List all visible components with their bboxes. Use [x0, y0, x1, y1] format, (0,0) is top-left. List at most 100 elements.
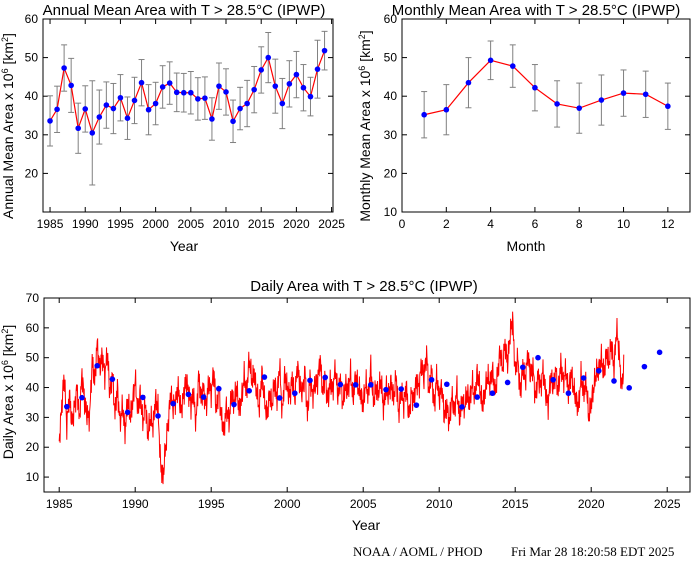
annual-data-point	[307, 93, 314, 100]
daily-annual-mean-point	[489, 390, 496, 397]
annual-ytick-label: 30	[25, 128, 39, 142]
monthly-series-line	[424, 59, 669, 116]
daily-annual-mean-point	[611, 378, 617, 384]
annual-xtick-label: 1995	[107, 217, 134, 231]
daily-annual-mean-point	[383, 386, 389, 393]
daily-chart-title: Daily Area with T > 28.5°C (IPWP)	[250, 278, 478, 295]
annual-data-point	[89, 130, 96, 136]
monthly-xtick-label: 2	[443, 217, 450, 231]
daily-annual-mean-point	[459, 404, 465, 410]
daily-annual-mean-point	[398, 386, 405, 392]
annual-data-point	[138, 79, 145, 86]
daily-ytick-label: 30	[26, 410, 40, 424]
daily-ytick-label: 60	[26, 321, 40, 335]
annual-data-point	[209, 116, 215, 122]
annual-plot-frame	[42, 18, 334, 213]
annual-chart: Annual Mean Area with T > 28.5°C (IPWP) …	[0, 2, 345, 254]
monthly-chart-title: Monthly Mean Area with T > 28.5°C (IPWP)	[392, 2, 680, 19]
monthly-data-point	[620, 90, 627, 96]
daily-annual-mean-point	[200, 394, 207, 400]
annual-ytick-label: 50	[25, 51, 39, 65]
monthly-data-point	[642, 91, 649, 98]
monthly-data-point	[532, 84, 538, 91]
credit-timestamp: Fri Mar 28 18:20:58 EDT 2025	[511, 544, 674, 559]
daily-xtick-label: 2005	[350, 497, 377, 511]
daily-annual-mean-point	[292, 390, 298, 397]
daily-xtick-label: 1990	[122, 497, 149, 511]
monthly-y-axis-label: Monthly Mean Area x 106 [km2]	[357, 30, 373, 221]
monthly-ytick-label: 10	[384, 205, 398, 219]
daily-annual-mean-point	[246, 388, 252, 394]
monthly-ytick-label: 30	[384, 128, 398, 142]
annual-data-point	[47, 118, 53, 124]
monthly-data-point	[598, 97, 605, 103]
daily-annual-mean-point	[474, 394, 481, 400]
annual-data-point	[293, 71, 300, 78]
annual-data-point	[216, 83, 222, 89]
annual-data-point	[110, 105, 117, 112]
daily-annual-mean-point	[94, 362, 100, 369]
annual-data-point	[103, 102, 110, 108]
annual-data-point	[152, 100, 159, 107]
daily-annual-mean-point	[368, 382, 374, 388]
daily-annual-mean-point	[124, 409, 131, 416]
annual-data-point	[61, 65, 67, 71]
annual-data-point	[54, 106, 60, 113]
daily-annual-mean-point	[520, 364, 526, 371]
daily-ytick-label: 70	[26, 291, 40, 305]
monthly-ytick-label: 60	[384, 12, 398, 26]
daily-annual-mean-point	[231, 401, 237, 408]
annual-xtick-label: 1990	[72, 217, 99, 231]
annual-data-point	[68, 82, 74, 89]
annual-data-point	[159, 84, 166, 90]
annual-xtick-label: 2005	[177, 217, 204, 231]
annual-y-axis-label: Annual Mean Area x 106 [km2]	[0, 33, 16, 219]
daily-annual-mean-point	[535, 354, 541, 361]
monthly-data-point	[421, 111, 427, 118]
monthly-ytick-label: 40	[384, 89, 398, 103]
annual-data-point	[202, 95, 208, 101]
annual-chart-title: Annual Mean Area with T > 28.5°C (IPWP)	[43, 2, 326, 19]
daily-x-axis-label: Year	[352, 517, 381, 533]
daily-annual-mean-point	[413, 402, 420, 408]
monthly-data-point	[465, 79, 472, 86]
daily-annual-mean-point	[216, 385, 222, 392]
daily-xtick-label: 2010	[426, 497, 453, 511]
annual-data-point	[223, 89, 229, 95]
annual-xtick-label: 2020	[283, 217, 310, 231]
annual-data-point	[321, 47, 328, 54]
monthly-data-point	[665, 103, 671, 110]
daily-annual-mean-point	[261, 374, 268, 380]
daily-annual-mean-point	[109, 376, 116, 382]
annual-data-point	[279, 100, 286, 107]
monthly-data-point	[576, 105, 583, 111]
daily-plot-frame	[43, 297, 691, 493]
annual-data-point	[166, 80, 173, 86]
daily-annual-mean-point	[140, 394, 146, 401]
daily-annual-mean-point	[170, 400, 176, 407]
daily-annual-mean-point	[322, 374, 329, 381]
annual-data-point	[265, 54, 272, 61]
daily-annual-mean-point	[307, 377, 313, 384]
daily-xtick-label: 1985	[46, 497, 73, 511]
daily-annual-mean-point	[155, 413, 161, 419]
daily-annual-mean-point	[428, 376, 435, 383]
annual-data-point	[145, 106, 152, 113]
daily-xtick-label: 2020	[578, 497, 605, 511]
daily-annual-mean-point	[641, 363, 648, 370]
annual-data-point	[180, 89, 187, 96]
annual-series-line	[49, 50, 326, 135]
monthly-xtick-label: 12	[661, 217, 675, 231]
daily-annual-mean-point	[504, 379, 511, 386]
annual-data-point	[314, 66, 321, 72]
monthly-ytick-label: 20	[384, 166, 398, 180]
daily-annual-mean-point	[550, 376, 556, 383]
annual-data-point	[230, 118, 236, 125]
monthly-x-axis-label: Month	[507, 238, 546, 254]
monthly-xtick-label: 10	[617, 217, 631, 231]
credit-org: NOAA / AOML / PHOD	[353, 544, 483, 559]
annual-data-point	[300, 84, 307, 91]
annual-xtick-label: 2010	[213, 217, 240, 231]
daily-annual-mean-point	[656, 349, 663, 356]
monthly-xtick-label: 0	[399, 217, 406, 231]
